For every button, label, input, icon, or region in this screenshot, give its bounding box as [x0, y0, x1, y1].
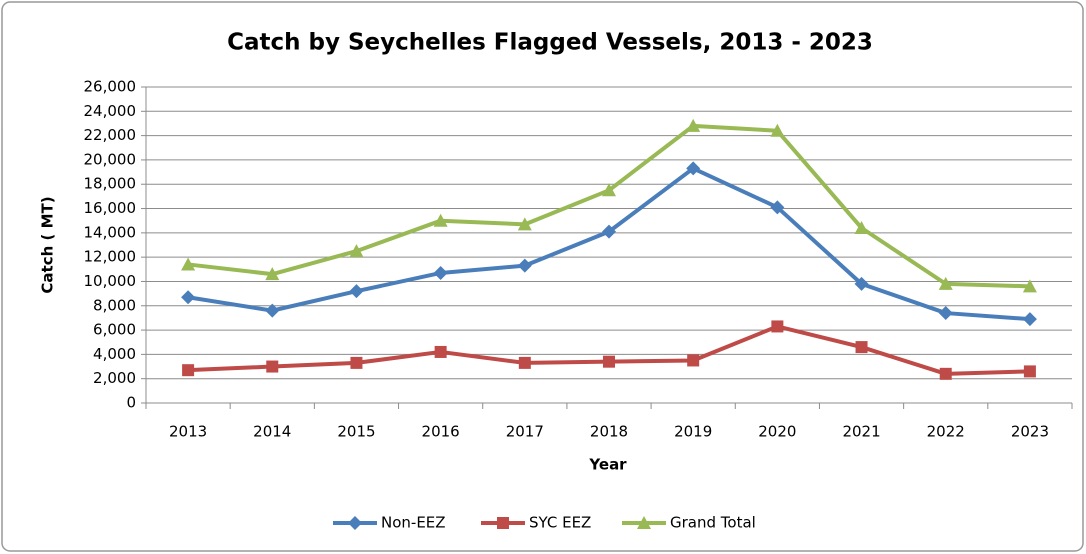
data-point — [687, 354, 700, 367]
y-tick-label: 8,000 — [93, 296, 136, 314]
legend-label: Non-EEZ — [381, 514, 446, 532]
data-point — [349, 244, 364, 258]
data-point — [603, 355, 615, 368]
legend-label: SYC EEZ — [529, 514, 591, 532]
y-tick-label: 6,000 — [93, 321, 136, 339]
data-point — [770, 200, 785, 215]
data-point — [1022, 312, 1037, 327]
x-tick-label: 2020 — [758, 423, 796, 441]
data-point — [854, 220, 869, 234]
data-point — [265, 303, 280, 318]
y-tick-label: 12,000 — [84, 248, 137, 266]
data-point — [771, 320, 784, 333]
data-point — [517, 258, 532, 273]
x-tick-label: 2017 — [506, 423, 544, 441]
data-point — [938, 276, 953, 290]
x-tick-label: 2023 — [1011, 423, 1049, 441]
y-tick-label: 22,000 — [84, 126, 137, 144]
x-axis-label: Year — [588, 456, 627, 474]
data-point — [854, 276, 869, 291]
y-tick-label: 18,000 — [84, 175, 137, 193]
y-tick-label: 26,000 — [84, 78, 137, 96]
x-tick-label: 2019 — [674, 423, 712, 441]
legend-marker — [497, 517, 509, 529]
data-point — [1023, 365, 1036, 378]
x-tick-label: 2018 — [590, 423, 628, 441]
y-tick-label: 0 — [126, 394, 136, 412]
data-point — [686, 161, 701, 176]
data-point — [433, 265, 448, 280]
y-tick-label: 16,000 — [84, 199, 137, 217]
data-point — [266, 360, 279, 373]
x-tick-label: 2015 — [337, 423, 375, 441]
y-axis-label: Catch ( MT) — [39, 196, 57, 293]
data-point — [770, 123, 785, 137]
data-point — [434, 345, 447, 358]
legend-label: Grand Total — [670, 514, 756, 532]
y-tick-label: 20,000 — [84, 150, 137, 168]
y-tick-label: 14,000 — [84, 223, 137, 241]
y-tick-label: 24,000 — [84, 102, 137, 120]
data-point — [517, 217, 532, 231]
legend-marker — [637, 516, 651, 529]
y-tick-label: 2,000 — [93, 369, 136, 387]
data-point — [938, 306, 953, 321]
x-tick-label: 2013 — [169, 423, 207, 441]
data-point — [181, 257, 196, 271]
data-point — [939, 367, 952, 380]
legend-marker — [348, 516, 362, 530]
y-tick-label: 10,000 — [84, 272, 137, 290]
data-point — [602, 224, 616, 239]
data-point — [181, 290, 196, 305]
data-point — [182, 364, 195, 377]
data-point — [349, 284, 364, 299]
data-point — [1022, 279, 1037, 293]
y-tick-label: 4,000 — [93, 345, 136, 363]
x-tick-label: 2022 — [927, 423, 965, 441]
chart-title: Catch by Seychelles Flagged Vessels, 201… — [227, 30, 873, 56]
data-point — [686, 118, 701, 132]
x-tick-label: 2014 — [253, 423, 291, 441]
x-tick-label: 2021 — [842, 423, 880, 441]
data-point — [602, 183, 616, 197]
x-tick-label: 2016 — [422, 423, 460, 441]
data-point — [518, 356, 531, 369]
data-point — [433, 213, 448, 227]
data-point — [855, 341, 868, 354]
data-point — [350, 356, 363, 369]
data-point — [265, 267, 280, 281]
